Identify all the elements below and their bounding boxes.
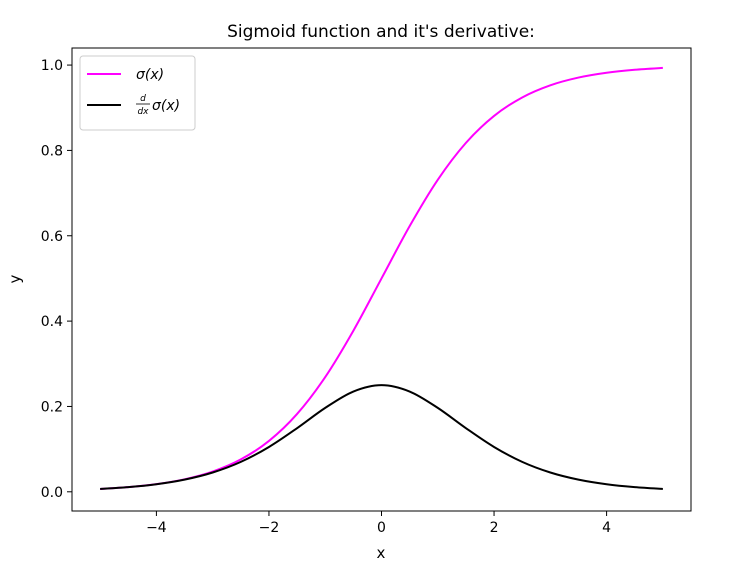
series-line-derivative bbox=[100, 384, 663, 490]
legend: σ(x) d dx σ(x) bbox=[79, 55, 196, 131]
series-line-sigmoid bbox=[100, 66, 663, 490]
x-tick-label: 2 bbox=[490, 520, 499, 536]
x-tick-label: −4 bbox=[146, 520, 167, 536]
x-tick-label: −2 bbox=[259, 520, 280, 536]
x-tick-label: 4 bbox=[602, 520, 611, 536]
y-tick-label: 0.6 bbox=[41, 229, 63, 245]
y-tick-label: 0.0 bbox=[41, 485, 63, 501]
legend-fraction-numerator: d bbox=[140, 94, 146, 104]
y-tick-label: 0.2 bbox=[41, 399, 63, 415]
y-tick-label: 0.4 bbox=[41, 314, 63, 330]
x-axis-label: x bbox=[377, 544, 386, 562]
x-tick-label: 0 bbox=[377, 520, 386, 536]
y-tick-label: 0.8 bbox=[41, 143, 63, 159]
y-axis-label: y bbox=[6, 274, 24, 283]
chart-title: Sigmoid function and it's derivative: bbox=[227, 22, 535, 42]
legend-label-sigmoid: σ(x) bbox=[136, 67, 164, 83]
series-layer bbox=[100, 66, 663, 490]
x-axis: −4 −2 0 2 4 bbox=[146, 511, 611, 536]
legend-fraction-denominator: dx bbox=[137, 107, 149, 117]
y-tick-label: 1.0 bbox=[41, 58, 63, 74]
legend-label-derivative: σ(x) bbox=[152, 98, 180, 114]
y-axis: 0.0 0.2 0.4 0.6 0.8 1.0 bbox=[41, 58, 72, 501]
